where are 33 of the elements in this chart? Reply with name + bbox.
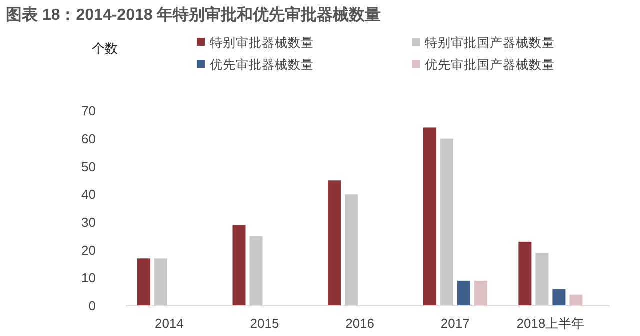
y-tick-label: 20 bbox=[82, 242, 96, 258]
bar bbox=[536, 253, 549, 306]
bar bbox=[328, 180, 342, 306]
bar bbox=[345, 194, 358, 306]
x-tick-label: 2014 bbox=[154, 316, 184, 331]
legend-label: 优先审批国产器械数量 bbox=[425, 57, 555, 72]
x-tick-label: 2018上半年 bbox=[516, 316, 585, 331]
legend-label: 特别审批器械数量 bbox=[210, 35, 314, 50]
bar bbox=[457, 280, 470, 306]
legend-label: 特别审批国产器械数量 bbox=[425, 35, 555, 50]
legend-label: 优先审批器械数量 bbox=[210, 57, 314, 72]
bar bbox=[250, 236, 263, 306]
bar bbox=[137, 258, 150, 306]
y-tick-label: 60 bbox=[82, 131, 96, 146]
y-tick-label: 0 bbox=[88, 298, 96, 314]
y-tick-label: 50 bbox=[82, 159, 96, 174]
bar bbox=[440, 138, 454, 306]
y-tick-label: 10 bbox=[82, 270, 96, 286]
bar bbox=[570, 294, 583, 306]
bar bbox=[474, 280, 488, 306]
x-tick-label: 2015 bbox=[250, 316, 280, 331]
bar bbox=[423, 128, 436, 306]
x-tick-label: 2017 bbox=[440, 316, 470, 331]
x-tick-label: 2016 bbox=[346, 316, 375, 331]
bar bbox=[552, 289, 566, 306]
bar bbox=[232, 225, 246, 306]
y-axis-title: 个数 bbox=[92, 41, 118, 56]
bar bbox=[518, 242, 532, 306]
chart-title: 图表 18：2014-2018 年特别审批和优先审批器械数量 bbox=[6, 5, 382, 24]
y-tick-label: 30 bbox=[82, 214, 96, 230]
y-tick-label: 40 bbox=[82, 187, 96, 202]
bar bbox=[154, 258, 168, 306]
y-tick-label: 70 bbox=[82, 104, 96, 119]
